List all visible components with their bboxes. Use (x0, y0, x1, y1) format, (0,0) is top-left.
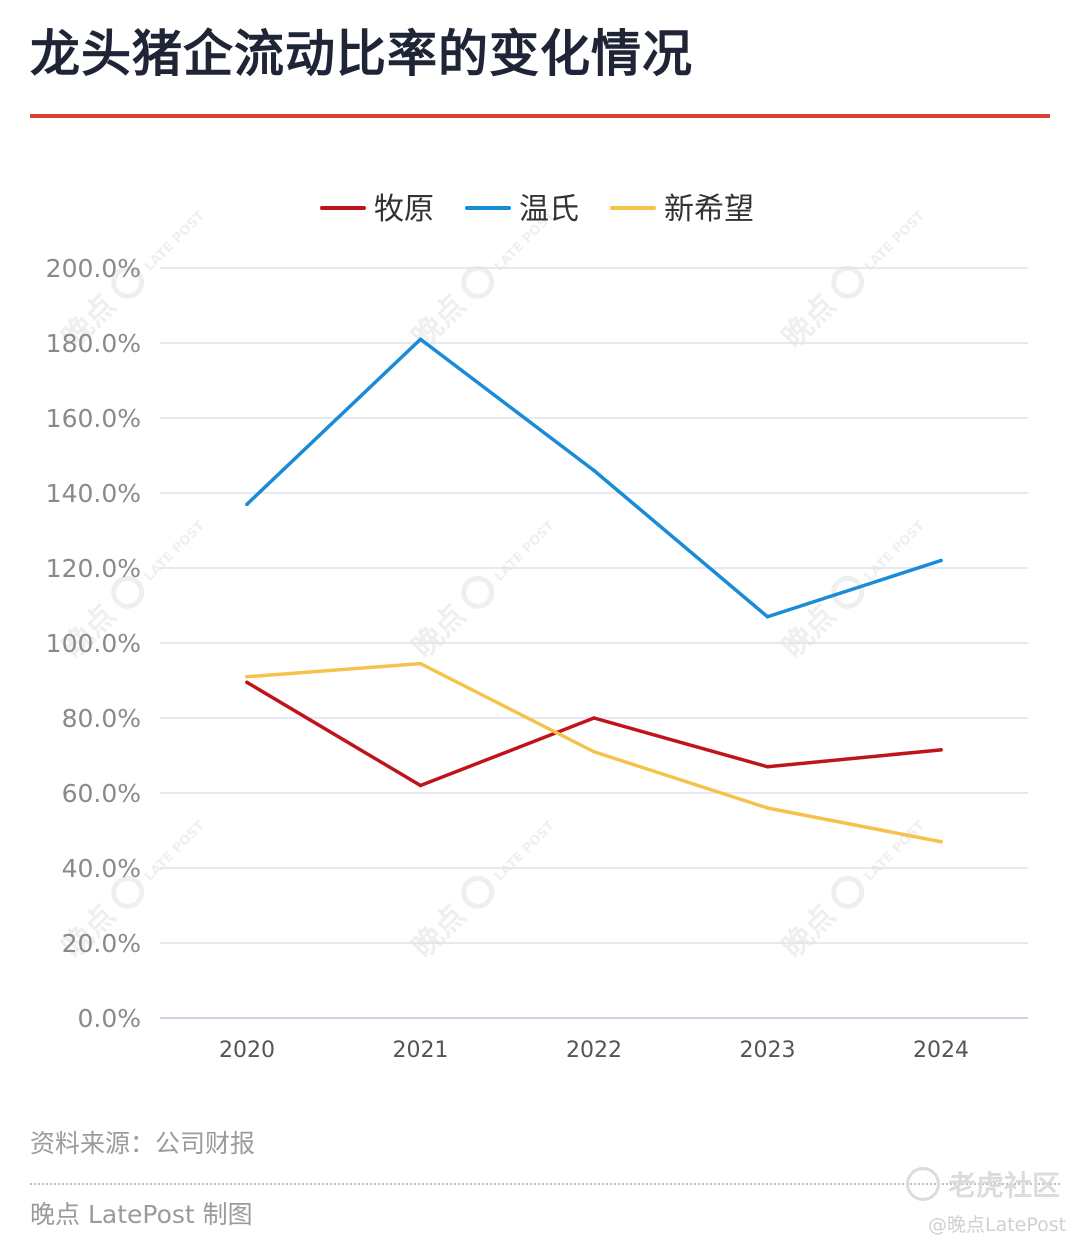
watermark-circle-icon (461, 575, 495, 609)
watermark-chars: 晚点 (406, 598, 473, 665)
data-point (765, 806, 770, 810)
watermark-circle-icon (111, 575, 145, 609)
title-rule (30, 114, 1050, 118)
x-tick-label: 2024 (913, 1038, 969, 1063)
y-tick-label: 120.0% (46, 554, 141, 583)
watermark-tile: 晚点 LATE POST (406, 518, 558, 665)
series-line-2 (245, 337, 943, 619)
watermark-circle-icon (111, 265, 145, 299)
watermark-circle-icon (831, 875, 865, 909)
legend-label: 牧原 (374, 192, 434, 227)
y-tick-label: 80.0% (62, 704, 141, 733)
watermark-latin: LATE POST (142, 818, 208, 884)
watermark-tile: 晚点 LATE POST (406, 818, 558, 965)
y-tick-label: 20.0% (62, 929, 141, 958)
watermark-chars: 晚点 (776, 288, 843, 355)
community-watermark: 老虎社区 (906, 1164, 1060, 1204)
watermark-circle-icon (831, 265, 865, 299)
watermark-circle-icon (461, 875, 495, 909)
watermark-circle-icon (461, 265, 495, 299)
y-tick-label: 140.0% (46, 479, 141, 508)
x-tick-label: 2023 (740, 1038, 796, 1063)
y-tick-label: 160.0% (46, 404, 141, 433)
watermark-circle-icon (111, 875, 145, 909)
data-point (418, 661, 423, 666)
data-point (245, 674, 249, 679)
data-point (592, 749, 596, 754)
y-tick-label: 0.0% (77, 1004, 141, 1033)
source-note: 资料来源：公司财报 (30, 1129, 256, 1158)
credit-note: 晚点 LatePost 制图 (30, 1200, 253, 1229)
x-tick-label: 2020 (219, 1038, 275, 1063)
x-tick-label: 2022 (566, 1038, 622, 1063)
page-title: 龙头猪企流动比率的变化情况 (30, 25, 693, 83)
x-tick-label: 2021 (393, 1038, 449, 1063)
watermark-latin: LATE POST (492, 818, 558, 884)
data-point (418, 783, 423, 788)
series-line-1 (245, 680, 943, 788)
watermark-latin: LATE POST (142, 518, 208, 584)
y-tick-label: 60.0% (62, 779, 141, 808)
divider (30, 1183, 1060, 1185)
data-point (765, 764, 770, 769)
community-watermark-text: 老虎社区 (948, 1169, 1061, 1202)
watermark-latin: LATE POST (142, 208, 208, 274)
watermark-latin: LATE POST (492, 518, 558, 584)
handle-watermark: @晚点LatePost (928, 1214, 1067, 1236)
data-point (765, 614, 770, 619)
line-chart: 晚点 LATE POST 晚点 LATE POST 晚点 LATE POST 晚点 LATE … (46, 192, 1028, 1063)
watermark-chars: 晚点 (406, 898, 473, 965)
watermark-circle-icon (831, 575, 865, 609)
y-tick-label: 100.0% (46, 629, 141, 658)
data-point (939, 839, 943, 844)
watermark-chars: 晚点 (776, 898, 843, 965)
legend-label: 温氏 (519, 192, 579, 227)
watermark-latin: LATE POST (862, 208, 928, 274)
y-tick-label: 200.0% (46, 254, 141, 283)
legend-label: 新希望 (664, 192, 754, 227)
watermark-tile: 晚点 LATE POST (776, 208, 928, 355)
data-point (418, 337, 423, 342)
paw-icon (906, 1167, 940, 1201)
y-tick-label: 40.0% (62, 854, 141, 883)
data-point (939, 558, 943, 563)
data-point (592, 716, 596, 720)
watermark-chars: 晚点 (776, 598, 843, 665)
data-point (245, 680, 249, 685)
data-point (939, 748, 943, 752)
y-tick-label: 180.0% (46, 329, 141, 358)
data-point (592, 468, 596, 473)
data-point (245, 502, 249, 507)
